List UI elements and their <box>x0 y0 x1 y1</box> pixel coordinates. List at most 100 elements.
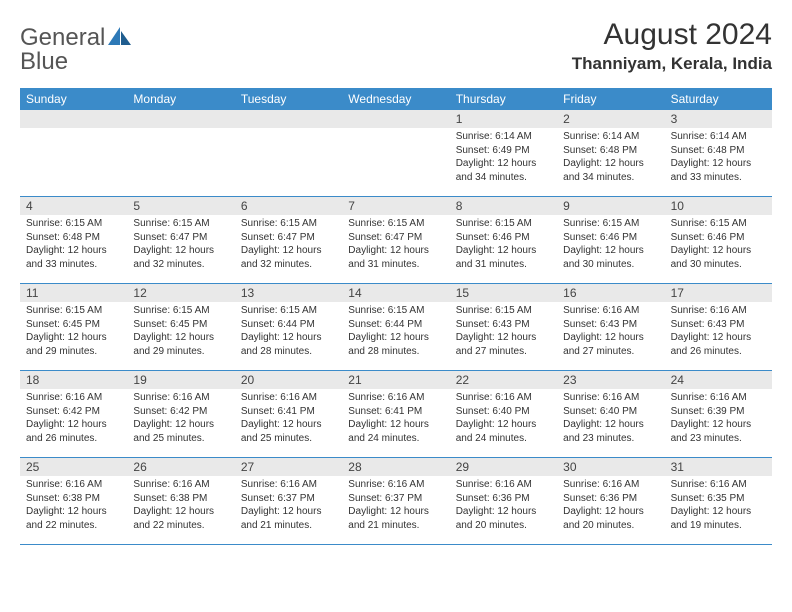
daylight-text: Daylight: 12 hours and 32 minutes. <box>241 244 336 271</box>
sunset-text: Sunset: 6:41 PM <box>348 405 443 419</box>
day-info: Sunrise: 6:16 AMSunset: 6:40 PMDaylight:… <box>450 389 557 449</box>
day-info: Sunrise: 6:15 AMSunset: 6:47 PMDaylight:… <box>342 215 449 275</box>
sunrise-text: Sunrise: 6:16 AM <box>133 391 228 405</box>
day-number: 14 <box>342 284 449 302</box>
daylight-text: Daylight: 12 hours and 25 minutes. <box>241 418 336 445</box>
day-info: Sunrise: 6:14 AMSunset: 6:49 PMDaylight:… <box>450 128 557 188</box>
sunset-text: Sunset: 6:41 PM <box>241 405 336 419</box>
sunset-text: Sunset: 6:43 PM <box>563 318 658 332</box>
day-number: 22 <box>450 371 557 389</box>
day-number: 11 <box>20 284 127 302</box>
day-number: 28 <box>342 458 449 476</box>
day-cell: 24Sunrise: 6:16 AMSunset: 6:39 PMDayligh… <box>665 371 772 457</box>
sunrise-text: Sunrise: 6:15 AM <box>563 217 658 231</box>
day-info: Sunrise: 6:15 AMSunset: 6:47 PMDaylight:… <box>235 215 342 275</box>
sunrise-text: Sunrise: 6:15 AM <box>133 304 228 318</box>
sunset-text: Sunset: 6:44 PM <box>241 318 336 332</box>
logo-text-blue: Blue <box>20 48 68 76</box>
day-cell: 23Sunrise: 6:16 AMSunset: 6:40 PMDayligh… <box>557 371 664 457</box>
day-number: 12 <box>127 284 234 302</box>
day-header-friday: Friday <box>557 88 664 110</box>
daylight-text: Daylight: 12 hours and 22 minutes. <box>133 505 228 532</box>
daylight-text: Daylight: 12 hours and 31 minutes. <box>348 244 443 271</box>
sunset-text: Sunset: 6:39 PM <box>671 405 766 419</box>
daylight-text: Daylight: 12 hours and 19 minutes. <box>671 505 766 532</box>
daylight-text: Daylight: 12 hours and 31 minutes. <box>456 244 551 271</box>
sunset-text: Sunset: 6:48 PM <box>563 144 658 158</box>
sunrise-text: Sunrise: 6:16 AM <box>671 391 766 405</box>
day-info: Sunrise: 6:15 AMSunset: 6:43 PMDaylight:… <box>450 302 557 362</box>
week-row: 18Sunrise: 6:16 AMSunset: 6:42 PMDayligh… <box>20 371 772 458</box>
title-block: August 2024 Thanniyam, Kerala, India <box>572 18 772 74</box>
day-cell <box>20 110 127 196</box>
day-info: Sunrise: 6:16 AMSunset: 6:43 PMDaylight:… <box>557 302 664 362</box>
day-number: 1 <box>450 110 557 128</box>
day-cell <box>127 110 234 196</box>
day-number: 25 <box>20 458 127 476</box>
day-cell: 30Sunrise: 6:16 AMSunset: 6:36 PMDayligh… <box>557 458 664 544</box>
day-number <box>127 110 234 128</box>
day-number: 9 <box>557 197 664 215</box>
sunrise-text: Sunrise: 6:15 AM <box>671 217 766 231</box>
day-info: Sunrise: 6:16 AMSunset: 6:41 PMDaylight:… <box>235 389 342 449</box>
daylight-text: Daylight: 12 hours and 21 minutes. <box>241 505 336 532</box>
daylight-text: Daylight: 12 hours and 24 minutes. <box>456 418 551 445</box>
day-cell: 16Sunrise: 6:16 AMSunset: 6:43 PMDayligh… <box>557 284 664 370</box>
day-number: 8 <box>450 197 557 215</box>
day-header-saturday: Saturday <box>665 88 772 110</box>
week-row: 1Sunrise: 6:14 AMSunset: 6:49 PMDaylight… <box>20 110 772 197</box>
day-info: Sunrise: 6:15 AMSunset: 6:45 PMDaylight:… <box>20 302 127 362</box>
sunset-text: Sunset: 6:36 PM <box>456 492 551 506</box>
day-cell: 12Sunrise: 6:15 AMSunset: 6:45 PMDayligh… <box>127 284 234 370</box>
daylight-text: Daylight: 12 hours and 22 minutes. <box>26 505 121 532</box>
sunset-text: Sunset: 6:36 PM <box>563 492 658 506</box>
day-number: 18 <box>20 371 127 389</box>
sunset-text: Sunset: 6:44 PM <box>348 318 443 332</box>
daylight-text: Daylight: 12 hours and 33 minutes. <box>26 244 121 271</box>
day-cell: 10Sunrise: 6:15 AMSunset: 6:46 PMDayligh… <box>665 197 772 283</box>
day-cell: 11Sunrise: 6:15 AMSunset: 6:45 PMDayligh… <box>20 284 127 370</box>
day-cell: 19Sunrise: 6:16 AMSunset: 6:42 PMDayligh… <box>127 371 234 457</box>
day-number <box>20 110 127 128</box>
sunset-text: Sunset: 6:48 PM <box>671 144 766 158</box>
day-cell: 26Sunrise: 6:16 AMSunset: 6:38 PMDayligh… <box>127 458 234 544</box>
daylight-text: Daylight: 12 hours and 27 minutes. <box>563 331 658 358</box>
daylight-text: Daylight: 12 hours and 30 minutes. <box>671 244 766 271</box>
day-info: Sunrise: 6:16 AMSunset: 6:41 PMDaylight:… <box>342 389 449 449</box>
sunset-text: Sunset: 6:37 PM <box>241 492 336 506</box>
sunrise-text: Sunrise: 6:15 AM <box>26 217 121 231</box>
sail-icon <box>107 25 133 52</box>
daylight-text: Daylight: 12 hours and 20 minutes. <box>456 505 551 532</box>
sunset-text: Sunset: 6:49 PM <box>456 144 551 158</box>
day-info: Sunrise: 6:16 AMSunset: 6:36 PMDaylight:… <box>557 476 664 536</box>
sunset-text: Sunset: 6:37 PM <box>348 492 443 506</box>
day-header-tuesday: Tuesday <box>235 88 342 110</box>
day-number: 13 <box>235 284 342 302</box>
day-cell <box>235 110 342 196</box>
day-number: 26 <box>127 458 234 476</box>
sunset-text: Sunset: 6:35 PM <box>671 492 766 506</box>
daylight-text: Daylight: 12 hours and 33 minutes. <box>671 157 766 184</box>
sunrise-text: Sunrise: 6:16 AM <box>456 478 551 492</box>
daylight-text: Daylight: 12 hours and 23 minutes. <box>671 418 766 445</box>
sunrise-text: Sunrise: 6:15 AM <box>133 217 228 231</box>
day-number: 6 <box>235 197 342 215</box>
day-cell: 31Sunrise: 6:16 AMSunset: 6:35 PMDayligh… <box>665 458 772 544</box>
sunset-text: Sunset: 6:45 PM <box>26 318 121 332</box>
sunrise-text: Sunrise: 6:16 AM <box>563 478 658 492</box>
week-row: 11Sunrise: 6:15 AMSunset: 6:45 PMDayligh… <box>20 284 772 371</box>
day-cell: 1Sunrise: 6:14 AMSunset: 6:49 PMDaylight… <box>450 110 557 196</box>
day-number: 4 <box>20 197 127 215</box>
sunrise-text: Sunrise: 6:15 AM <box>26 304 121 318</box>
daylight-text: Daylight: 12 hours and 27 minutes. <box>456 331 551 358</box>
sunset-text: Sunset: 6:40 PM <box>563 405 658 419</box>
day-info: Sunrise: 6:16 AMSunset: 6:35 PMDaylight:… <box>665 476 772 536</box>
day-info: Sunrise: 6:15 AMSunset: 6:44 PMDaylight:… <box>235 302 342 362</box>
day-cell: 20Sunrise: 6:16 AMSunset: 6:41 PMDayligh… <box>235 371 342 457</box>
sunrise-text: Sunrise: 6:14 AM <box>563 130 658 144</box>
day-info: Sunrise: 6:15 AMSunset: 6:46 PMDaylight:… <box>450 215 557 275</box>
daylight-text: Daylight: 12 hours and 24 minutes. <box>348 418 443 445</box>
day-number: 10 <box>665 197 772 215</box>
day-number: 3 <box>665 110 772 128</box>
sunrise-text: Sunrise: 6:16 AM <box>563 304 658 318</box>
